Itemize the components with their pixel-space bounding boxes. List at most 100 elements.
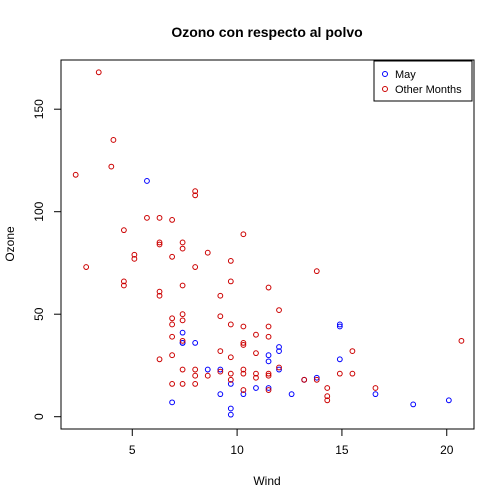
- y-tick-label: 50: [32, 307, 46, 321]
- point-other-months: [156, 356, 163, 363]
- x-axis-label: Wind: [253, 474, 280, 488]
- point-may: [227, 381, 234, 387]
- point-other-months: [217, 348, 224, 355]
- point-other-months: [179, 245, 186, 252]
- point-other-months: [324, 385, 331, 391]
- y-tick-label: 0: [32, 413, 46, 420]
- point-may: [144, 178, 150, 184]
- point-other-months: [227, 258, 234, 264]
- point-may: [336, 323, 343, 330]
- legend-label-other-months: Other Months: [395, 84, 462, 96]
- point-may: [265, 358, 272, 365]
- x-tick-label: 5: [129, 443, 136, 457]
- point-other-months: [83, 264, 90, 270]
- point-other-months: [131, 251, 138, 258]
- point-other-months: [179, 239, 186, 246]
- point-other-months: [276, 307, 282, 314]
- point-other-months: [324, 397, 331, 404]
- point-other-months: [156, 292, 163, 299]
- point-other-months: [227, 278, 234, 285]
- point-other-months: [169, 321, 176, 328]
- point-may: [240, 391, 247, 398]
- legend-marker-may: [382, 71, 388, 77]
- point-other-months: [192, 366, 199, 373]
- point-may: [336, 356, 343, 363]
- legend-marker-other-months: [382, 86, 388, 92]
- point-other-months: [204, 249, 211, 256]
- point-other-months: [240, 366, 247, 373]
- point-may: [179, 340, 186, 346]
- point-may: [227, 411, 234, 418]
- point-other-months: [253, 350, 259, 357]
- point-other-months: [276, 364, 282, 371]
- point-other-months: [313, 268, 320, 275]
- legend-label-may: May: [395, 69, 416, 81]
- point-other-months: [372, 385, 379, 391]
- point-other-months: [349, 370, 356, 377]
- point-other-months: [192, 192, 199, 199]
- point-may: [276, 348, 282, 355]
- point-other-months: [253, 331, 259, 338]
- point-other-months: [458, 337, 465, 344]
- data-points: [72, 69, 465, 418]
- point-may: [313, 374, 320, 381]
- point-other-months: [217, 368, 224, 375]
- point-other-months: [324, 393, 331, 400]
- point-other-months: [265, 370, 272, 377]
- point-may: [265, 352, 272, 359]
- point-other-months: [110, 137, 117, 143]
- point-may: [372, 391, 379, 398]
- point-other-months: [179, 366, 186, 373]
- point-other-months: [156, 239, 163, 246]
- point-other-months: [95, 69, 102, 76]
- legend-box: [373, 60, 473, 102]
- point-other-months: [169, 217, 176, 223]
- point-may: [179, 329, 186, 336]
- point-other-months: [169, 253, 176, 260]
- point-other-months: [240, 340, 247, 346]
- point-other-months: [192, 264, 199, 270]
- point-may: [265, 385, 272, 391]
- point-other-months: [265, 284, 272, 291]
- point-other-months: [265, 323, 272, 330]
- point-other-months: [265, 333, 272, 340]
- point-other-months: [120, 227, 127, 234]
- point-other-months: [179, 337, 186, 344]
- point-other-months: [253, 374, 259, 381]
- point-may: [276, 366, 282, 373]
- x-tick-label: 20: [440, 443, 454, 457]
- point-other-months: [240, 231, 247, 238]
- point-other-months: [179, 317, 186, 324]
- point-other-months: [227, 321, 234, 328]
- point-may: [253, 385, 259, 391]
- point-other-months: [156, 288, 163, 295]
- point-may: [288, 391, 295, 398]
- point-may: [336, 321, 343, 328]
- point-may: [227, 405, 234, 412]
- point-other-months: [204, 372, 211, 379]
- point-other-months: [192, 188, 199, 195]
- point-other-months: [265, 387, 272, 393]
- y-axis: 0 50 100 150: [32, 99, 62, 420]
- point-other-months: [179, 282, 186, 289]
- point-other-months: [313, 376, 320, 383]
- point-other-months: [349, 348, 356, 355]
- point-other-months: [156, 241, 163, 248]
- y-tick-label: 100: [32, 201, 46, 221]
- point-other-months: [169, 352, 176, 359]
- point-other-months: [131, 255, 138, 262]
- point-other-months: [301, 376, 308, 383]
- point-may: [192, 340, 199, 346]
- point-may: [445, 397, 452, 404]
- point-other-months: [120, 278, 127, 285]
- point-other-months: [156, 214, 163, 221]
- point-other-months: [108, 163, 115, 170]
- y-axis-label: Ozone: [3, 226, 17, 262]
- point-other-months: [253, 370, 259, 377]
- point-may: [410, 401, 417, 408]
- legend: May Other Months: [373, 60, 473, 102]
- point-may: [217, 391, 224, 398]
- y-tick-label: 150: [32, 99, 46, 119]
- point-may: [217, 366, 224, 373]
